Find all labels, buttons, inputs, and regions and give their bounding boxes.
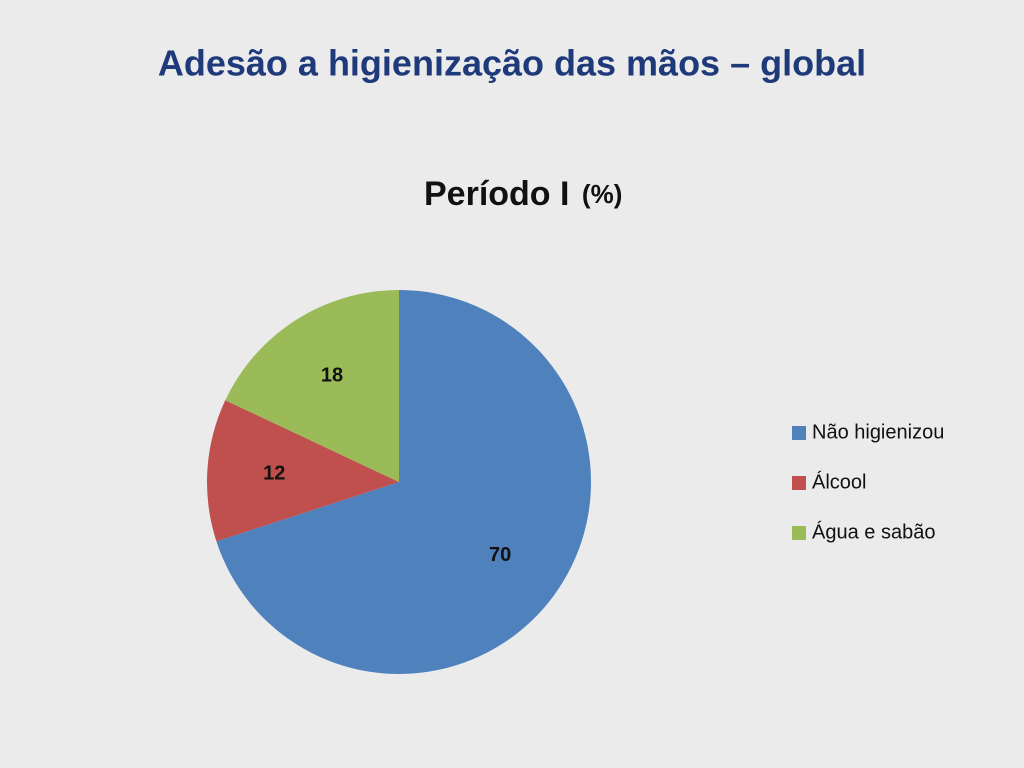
data-label: 18 [321, 365, 343, 387]
legend-swatch [792, 476, 806, 490]
chart-heading: Período I (%) [424, 175, 622, 213]
pie-slice [206, 400, 399, 542]
chart-subtitle: (%) [582, 179, 622, 209]
legend-swatch [792, 426, 806, 440]
chart-title: Período I [424, 175, 569, 213]
slide-title: Adesão a higienização das mãos – global [158, 43, 866, 84]
legend-label: Álcool [812, 470, 866, 493]
pie-slice [216, 290, 591, 674]
legend-swatch [792, 526, 806, 540]
pie: 70 12 18 [206, 290, 591, 674]
legend-label: Não higienizou [812, 421, 944, 443]
data-label: 70 [489, 544, 511, 566]
pie-slice [225, 290, 399, 482]
legend-label: Água e sabão [812, 520, 935, 543]
legend: Não higienizou Álcool Água e sabão [792, 421, 944, 543]
data-label: 12 [263, 462, 285, 484]
